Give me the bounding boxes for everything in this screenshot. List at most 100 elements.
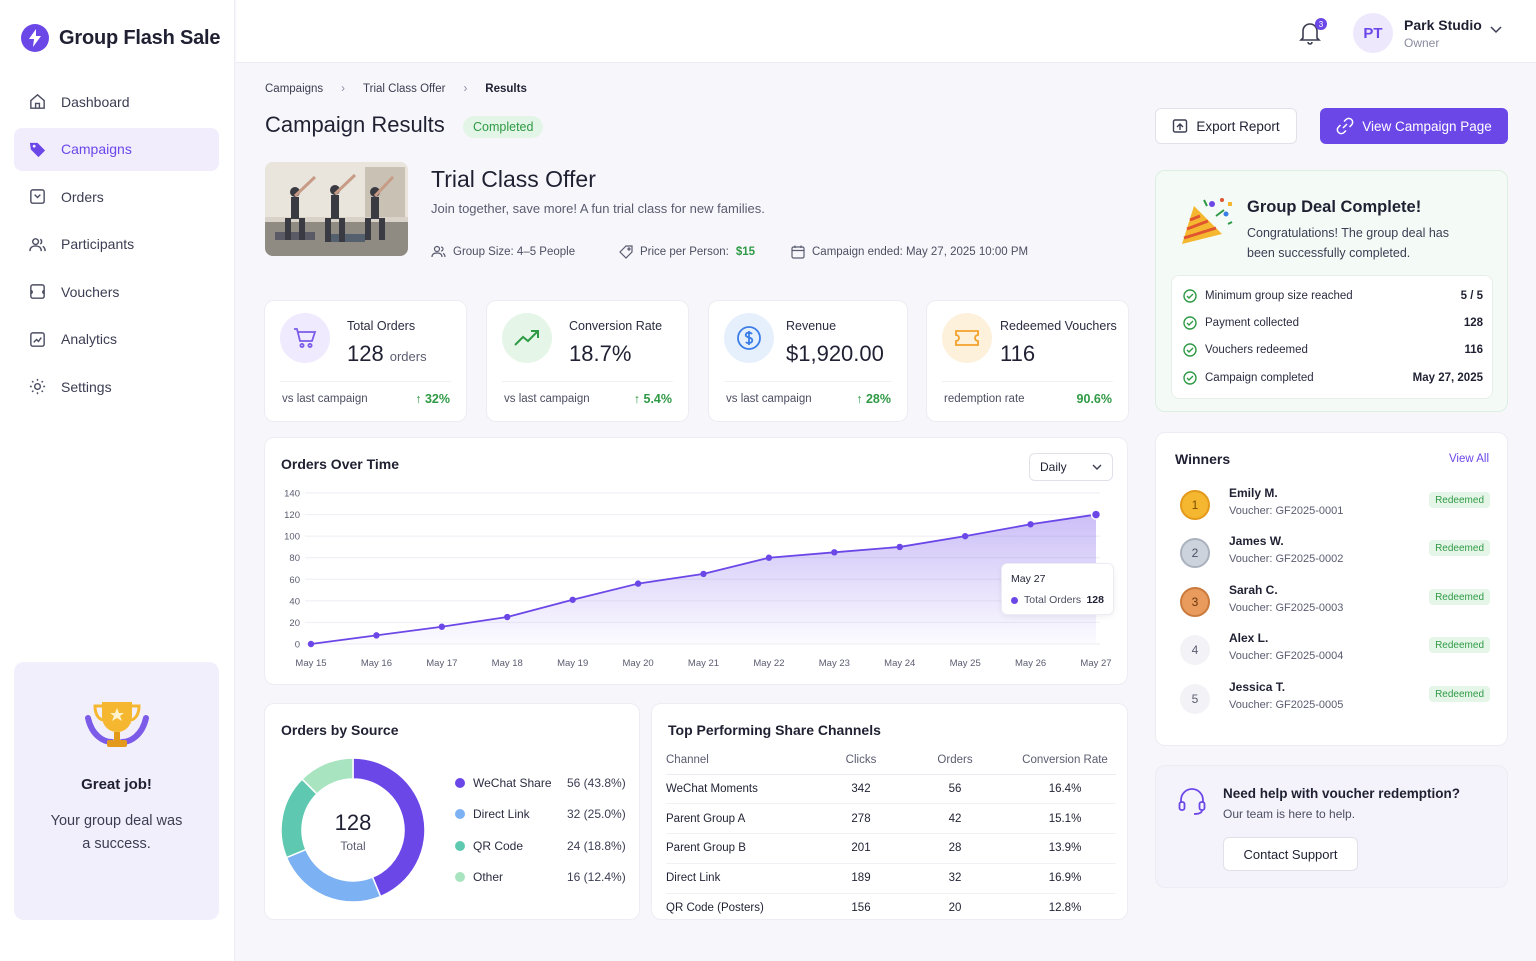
x-tick-label: May 26 [1015, 658, 1046, 669]
stat-value: $1,920.00 [786, 341, 884, 366]
cell: 28 [896, 833, 1014, 864]
stat-value: 128 orders [347, 341, 427, 367]
export-report-button[interactable]: Export Report [1155, 108, 1297, 144]
cell: 56 [896, 774, 1014, 805]
data-point [504, 613, 511, 621]
app-logo[interactable]: Group Flash Sale [21, 24, 220, 52]
winner-row[interactable]: 4 Alex L. Voucher: GF2025-0004 Redeemed [1176, 630, 1490, 675]
stat-label: Conversion Rate [569, 319, 663, 333]
group-size-meta: Group Size: 4–5 People [431, 245, 575, 258]
view-all-link[interactable]: View All [1448, 453, 1489, 465]
sidebar-item-orders[interactable]: Orders [14, 175, 219, 218]
data-point [700, 570, 707, 578]
x-tick-label: May 21 [688, 658, 719, 669]
redeemed-badge: Redeemed [1429, 589, 1490, 605]
help-title: Need help with voucher redemption? [1223, 786, 1461, 801]
share-channels-card: Top Performing Share Channels Channel Cl… [651, 703, 1128, 920]
winner-voucher: Voucher: GF2025-0005 [1229, 699, 1344, 711]
sidebar: Group Flash Sale Dashboard Campaigns Ord… [0, 0, 235, 961]
deal-text: Congratulations! The group deal has been… [1247, 226, 1449, 260]
chart-title: Orders Over Time [281, 456, 400, 472]
winner-name: Jessica T. [1229, 680, 1286, 694]
stat-footnote: vs last campaign [282, 393, 368, 405]
legend-item: Direct Link 32 (25.0%) [455, 807, 626, 821]
chevron-right-icon: › [463, 83, 468, 95]
silver-medal-icon: 2 [1180, 538, 1210, 568]
period-select[interactable]: Daily [1029, 453, 1113, 481]
donut-total-label: Total [340, 839, 366, 853]
donut-total: 128 [334, 810, 372, 835]
x-tick-label: May 25 [950, 658, 981, 669]
export-icon [1173, 119, 1188, 133]
x-tick-label: May 16 [361, 658, 392, 669]
y-tick-label: 0 [295, 640, 300, 651]
status-badge: Completed [463, 116, 544, 138]
check-value: 128 [1463, 317, 1483, 329]
orders-line-chart: 0 20 40 60 80 100 120 140 May 15 May 16 May 17 May … [284, 489, 1111, 670]
table-row: WeChat Moments 342 56 16.4% [666, 774, 1116, 805]
winner-voucher: Voucher: GF2025-0002 [1229, 553, 1344, 565]
contact-support-button[interactable]: Contact Support [1223, 837, 1358, 871]
check-item: Campaign completed May 27, 2025 [1183, 371, 1483, 385]
sidebar-item-dashboard[interactable]: Dashboard [14, 80, 219, 123]
check-circle-icon [1183, 371, 1197, 385]
sidebar-item-participants[interactable]: Participants [14, 223, 219, 266]
check-item: Minimum group size reached 5 / 5 [1183, 289, 1483, 303]
sidebar-nav: Dashboard Campaigns Orders Participants … [14, 80, 219, 413]
legend-value: 24 (18.8%) [567, 839, 626, 853]
cell: 12.8% [1048, 902, 1082, 915]
cell: 16.4% [1014, 774, 1116, 805]
data-point [438, 623, 446, 630]
rank-badge: 5 [1180, 684, 1210, 714]
bell-icon[interactable] [1298, 20, 1322, 46]
redeemed-badge: Redeemed [1429, 686, 1490, 702]
sidebar-item-settings[interactable]: Settings [14, 365, 219, 408]
winner-row[interactable]: 2 James W. Voucher: GF2025-0002 Redeemed [1176, 533, 1490, 578]
chart-tooltip: May 27 Total Orders 128 [1001, 563, 1114, 615]
sidebar-item-analytics[interactable]: Analytics [14, 318, 219, 361]
sidebar-item-label: Settings [61, 378, 112, 395]
user-name[interactable]: Park Studio [1404, 17, 1482, 33]
winner-row[interactable]: 3 Sarah C. Voucher: GF2025-0003 Redeemed [1176, 582, 1490, 627]
cell: QR Code (Posters) [666, 902, 764, 915]
breadcrumb-item[interactable]: Campaigns [265, 83, 324, 95]
deal-complete-card: Group Deal Complete! Congratulations! Th… [1155, 170, 1508, 412]
winner-voucher: Voucher: GF2025-0003 [1229, 602, 1344, 614]
party-popper-icon [1182, 198, 1233, 244]
channels-title: Top Performing Share Channels [668, 722, 881, 738]
orders-by-source-card: Orders by Source 128 Total WeChat Share 5… [264, 703, 640, 920]
campaign-name: Trial Class Offer [431, 166, 596, 192]
stat-value: 18.7% [569, 341, 632, 366]
data-point [1090, 509, 1102, 520]
winner-name: Alex L. [1229, 631, 1269, 645]
ended-meta: Campaign ended: May 27, 2025 10:00 PM [791, 245, 1028, 259]
table-row: QR Code (Posters) 156 20 12.8% [666, 893, 1116, 923]
users-icon [431, 245, 446, 258]
chart-icon [30, 331, 45, 347]
cell: 156 [851, 902, 871, 915]
sidebar-item-campaigns[interactable]: Campaigns [14, 127, 219, 171]
tooltip-dot [1011, 596, 1018, 604]
chevron-down-icon[interactable] [1490, 26, 1502, 34]
period-value: Daily [1040, 460, 1067, 474]
clipboard-icon [30, 189, 45, 204]
legend-name: WeChat Share [473, 776, 552, 790]
gold-medal-icon: 1 [1180, 490, 1210, 520]
cell: 16.9% [1014, 863, 1116, 894]
sidebar-item-vouchers[interactable]: Vouchers [14, 270, 219, 313]
ticket-icon [942, 313, 992, 363]
winner-row[interactable]: 5 Jessica T. Voucher: GF2025-0005 Redeem… [1176, 679, 1490, 724]
x-tick-label: May 15 [295, 658, 326, 669]
check-item: Vouchers redeemed 116 [1183, 343, 1483, 357]
page-title: Campaign Results [265, 112, 445, 137]
avatar[interactable]: PT [1353, 13, 1393, 53]
winner-row[interactable]: 1 Emily M. Voucher: GF2025-0001 Redeemed [1176, 485, 1490, 530]
trophy-icon [85, 702, 149, 747]
view-campaign-page-button[interactable]: View Campaign Page [1320, 108, 1508, 144]
breadcrumb-item[interactable]: Trial Class Offer [363, 83, 446, 95]
x-tick-label: May 17 [426, 658, 457, 669]
divider [724, 381, 892, 382]
breadcrumb-current: Results [485, 83, 527, 95]
cell: 342 [826, 774, 896, 805]
data-point [307, 640, 315, 648]
